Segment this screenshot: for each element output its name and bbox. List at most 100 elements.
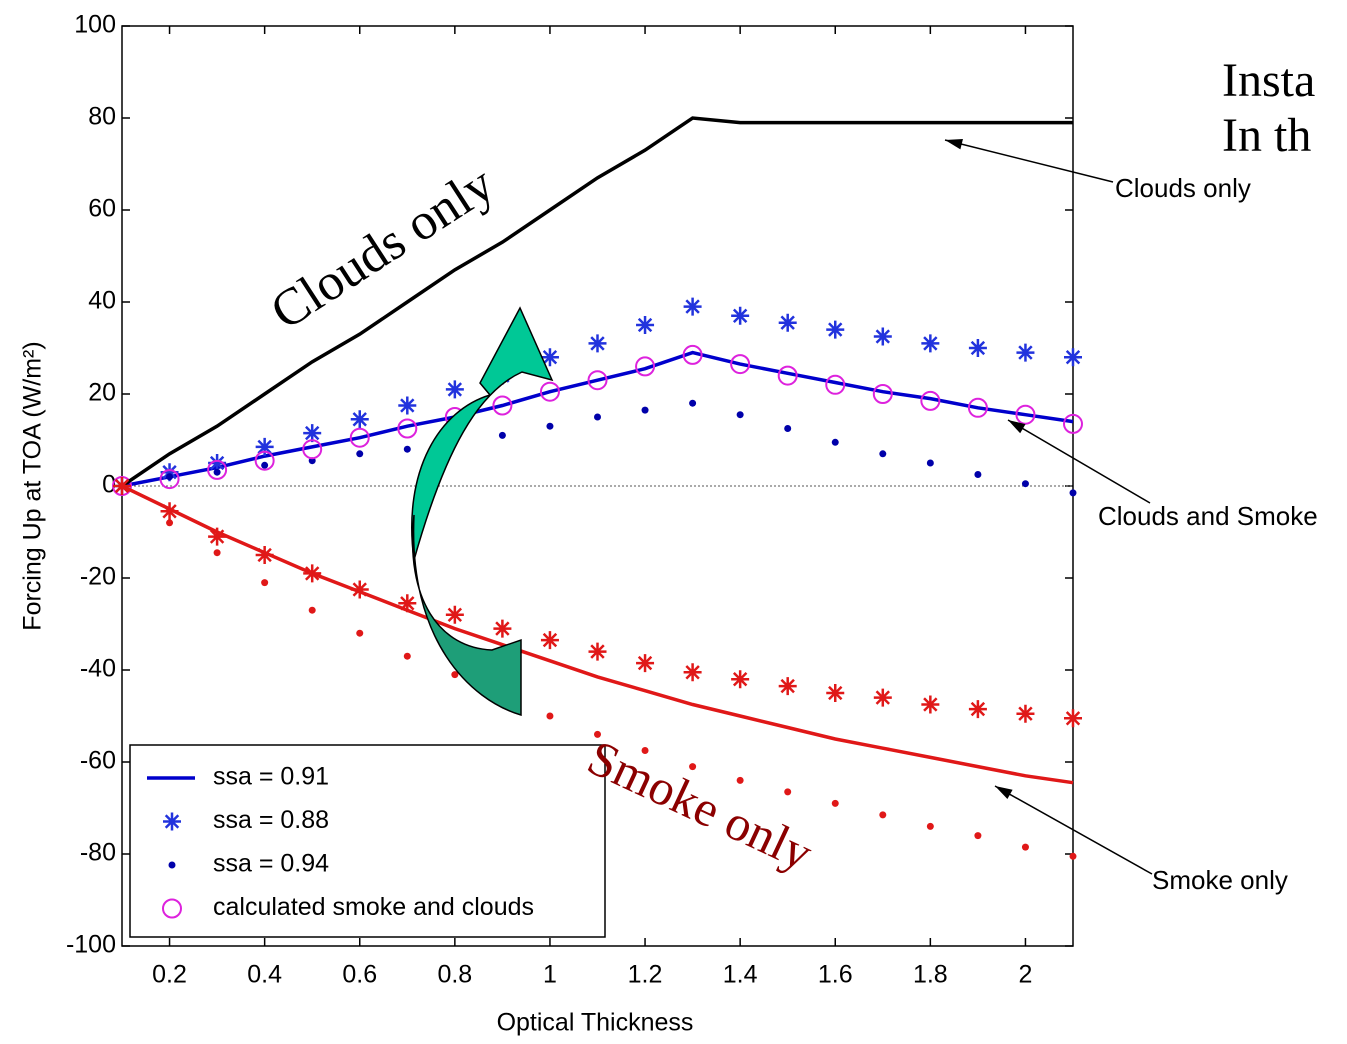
circle-marker (1063, 413, 1083, 434)
dot-marker (118, 482, 126, 490)
x-axis-label: Optical Thickness (497, 1009, 694, 1037)
star-marker (1016, 704, 1035, 723)
circle-marker (682, 344, 703, 365)
star-marker (493, 619, 512, 638)
dot-marker (689, 763, 697, 771)
dot-marker (356, 450, 364, 458)
star-marker (873, 688, 892, 707)
annotation: Clouds and Smoke (1098, 501, 1318, 531)
x-tick-label: 1.4 (723, 961, 758, 989)
x-tick-label: 0.8 (437, 961, 472, 989)
star-marker (398, 594, 417, 613)
dot-marker (546, 712, 554, 720)
y-tick-label: -60 (80, 747, 116, 775)
legend-swatch (168, 861, 176, 869)
star-marker (683, 297, 702, 316)
y-tick-label: -20 (80, 563, 116, 591)
series-line (121, 350, 1074, 488)
x-tick-label: 1 (543, 961, 557, 989)
series-line (121, 116, 1073, 488)
dot-marker (974, 471, 982, 478)
star-marker (255, 546, 274, 564)
legend-swatch (163, 812, 181, 831)
dot-marker (498, 431, 506, 439)
dot-marker (831, 438, 839, 446)
circle-marker (159, 469, 180, 490)
dot-marker (831, 799, 839, 807)
star-marker (826, 320, 845, 339)
circle-marker (872, 384, 893, 404)
circle-marker (777, 365, 798, 386)
dot-marker (451, 671, 459, 679)
circle-marker (539, 381, 560, 402)
star-marker (1064, 709, 1082, 728)
y-tick-label: 0 (102, 471, 116, 499)
y-tick-label: -40 (80, 655, 116, 683)
x-tick-label: 1.2 (628, 961, 663, 989)
star-marker (540, 348, 559, 367)
dot-marker (736, 776, 744, 784)
annotation-arrow (944, 139, 1114, 183)
y-tick-label: 60 (88, 195, 116, 223)
dot-marker (736, 411, 744, 419)
dot-marker (403, 445, 411, 453)
legend-label: ssa = 0.91 (213, 763, 329, 791)
y-tick-label: -80 (80, 839, 116, 867)
dot-marker (784, 425, 792, 432)
star-marker (921, 334, 940, 353)
dot-marker (546, 422, 554, 430)
star-marker (350, 580, 369, 599)
y-axis-label: Forcing Up at TOA (W/m²) (19, 341, 47, 630)
legend-label: ssa = 0.88 (213, 806, 329, 834)
circle-marker (825, 374, 846, 395)
dot-marker (784, 788, 792, 796)
dot-marker (926, 459, 934, 467)
star-marker (303, 424, 322, 443)
star-marker (968, 339, 987, 357)
dot-marker (261, 461, 269, 469)
x-tick-label: 0.6 (342, 961, 377, 989)
x-tick-label: 2 (1018, 961, 1032, 989)
circle-marker (207, 459, 228, 480)
star-marker (826, 684, 845, 702)
star-marker (588, 334, 607, 353)
star-marker (636, 654, 655, 673)
legend-box (129, 744, 606, 938)
star-marker (160, 502, 179, 521)
star-marker (160, 463, 179, 482)
legend-swatch (162, 898, 182, 919)
annotation-arrowhead (1008, 420, 1026, 434)
legend-label: calculated smoke and clouds (213, 893, 534, 921)
star-marker (588, 642, 607, 661)
dot-marker (641, 747, 649, 754)
star-marker (968, 700, 987, 719)
circle-marker (492, 395, 513, 416)
annotation-arrow (994, 785, 1153, 875)
dot-marker (1021, 480, 1029, 488)
x-tick-label: 1.8 (913, 961, 948, 989)
star-marker (778, 677, 797, 696)
dot-marker (166, 473, 174, 481)
dot-marker (594, 413, 601, 421)
annotation-arrow (1007, 419, 1151, 504)
star-marker (540, 631, 559, 650)
curved-arrow (411, 306, 554, 717)
star-marker (445, 380, 464, 399)
dot-marker (1021, 843, 1029, 851)
y-tick-label: 80 (88, 103, 116, 131)
star-marker (873, 327, 892, 346)
x-tick-label: 0.2 (152, 961, 187, 989)
star-marker (921, 695, 940, 714)
circle-marker (635, 356, 656, 377)
star-marker (350, 410, 369, 429)
star-marker (303, 564, 322, 583)
star-marker (398, 396, 417, 415)
circle-marker (254, 450, 275, 471)
dot-marker (213, 468, 221, 476)
y-tick-label: 100 (74, 11, 116, 39)
star-marker (683, 663, 702, 682)
annotation: Insta (1222, 54, 1315, 107)
star-marker (208, 454, 227, 472)
circle-marker (587, 370, 608, 391)
